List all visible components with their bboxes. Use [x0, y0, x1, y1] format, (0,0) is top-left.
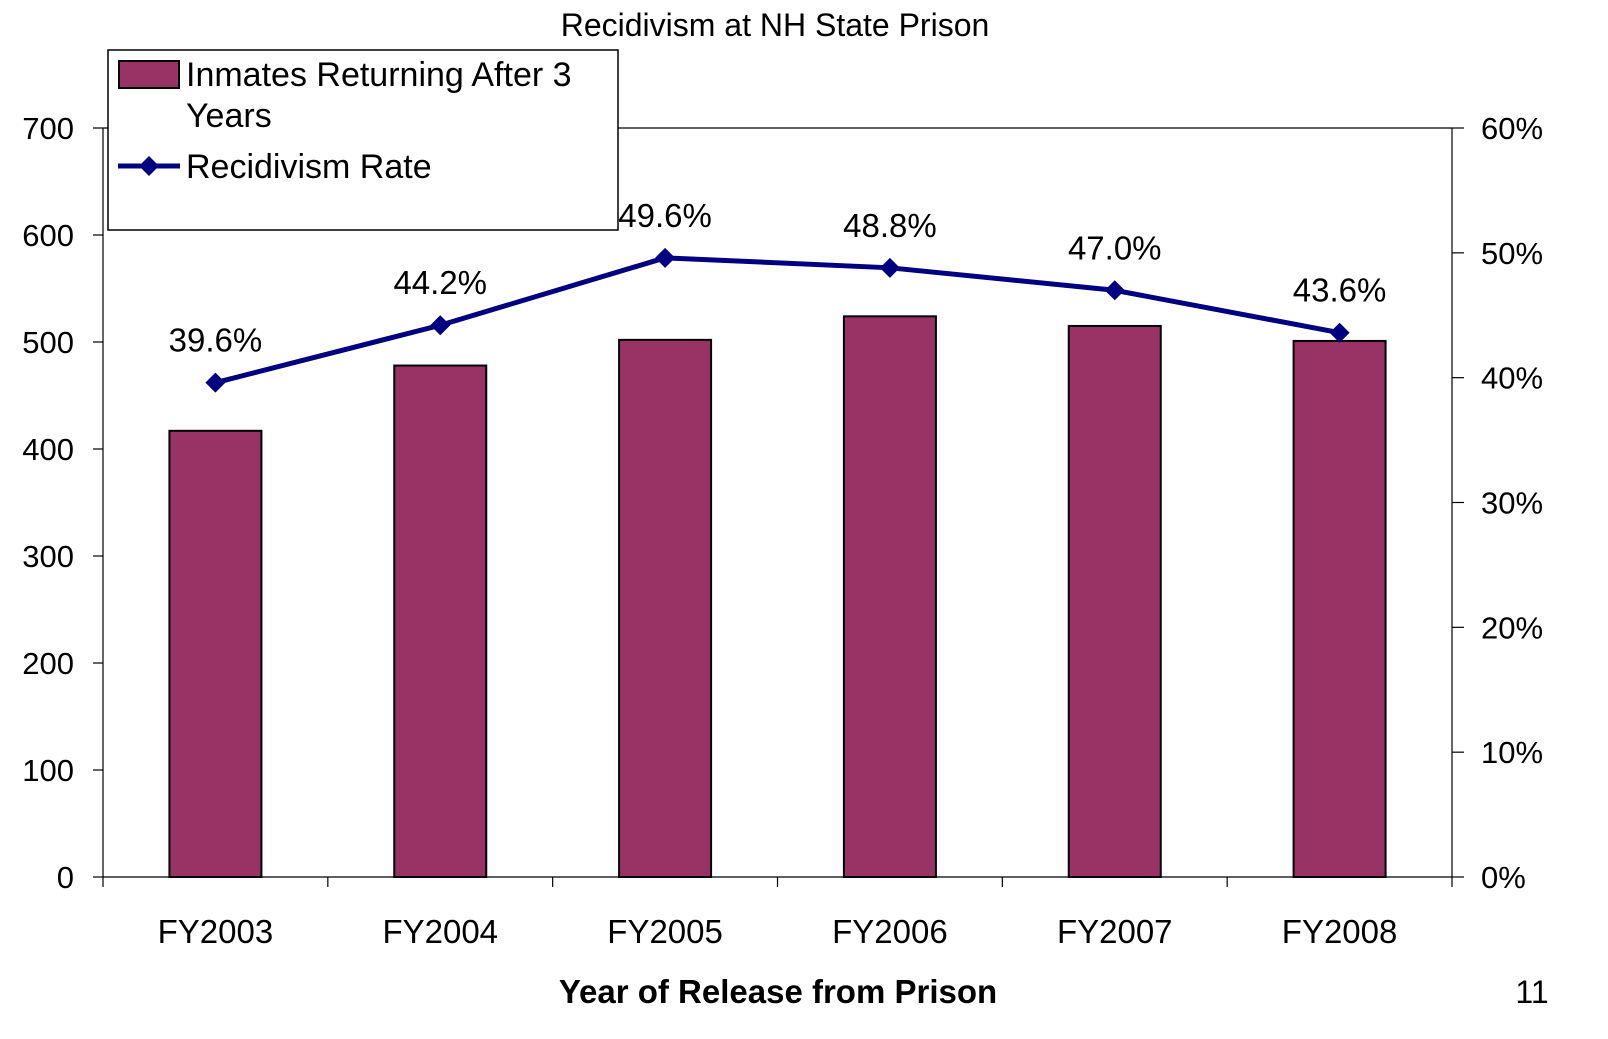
recidivism-line — [214, 255, 1341, 386]
line-marker — [205, 372, 226, 393]
bar-series — [168, 315, 1387, 878]
line-series — [205, 247, 1350, 393]
right-tick-label: 40% — [1481, 361, 1543, 396]
legend-bar-swatch — [118, 60, 180, 89]
left-tick-label: 600 — [22, 218, 74, 253]
line-marker — [879, 257, 900, 278]
left-y-axis: 0 100 200 300 400 500 600 700 — [22, 111, 103, 895]
x-category-label: FY2003 — [158, 913, 274, 950]
legend-bar-label-line1: Inmates Returning After 3 — [186, 56, 572, 94]
line-data-label: 44.2% — [393, 264, 487, 301]
x-category-label: FY2007 — [1057, 913, 1173, 950]
right-tick-label: 0% — [1481, 860, 1526, 895]
line-data-label: 43.6% — [1293, 272, 1387, 309]
left-tick-label: 500 — [22, 325, 74, 360]
line-data-label: 47.0% — [1068, 229, 1162, 266]
line-data-label: 39.6% — [169, 322, 263, 359]
x-category-label: FY2008 — [1282, 913, 1398, 950]
legend: Inmates Returning After 3 Years Recidivi… — [107, 49, 619, 231]
left-tick-label: 0 — [57, 860, 74, 895]
line-data-label: 48.8% — [843, 207, 937, 244]
left-tick-label: 700 — [22, 111, 74, 146]
x-category-label: FY2004 — [382, 913, 498, 950]
x-category-label: FY2006 — [832, 913, 948, 950]
line-marker — [430, 315, 451, 336]
right-tick-label: 30% — [1481, 486, 1543, 521]
right-tick-label: 10% — [1481, 735, 1543, 770]
legend-diamond-marker — [139, 156, 159, 176]
right-y-axis: 0% 10% 20% 30% 40% 50% 60% — [1452, 111, 1543, 895]
left-tick-label: 100 — [22, 753, 74, 788]
bar — [393, 364, 488, 878]
left-tick-label: 400 — [22, 432, 74, 467]
bar — [842, 315, 937, 878]
bar — [1292, 339, 1387, 878]
left-tick-label: 200 — [22, 646, 74, 681]
bar — [618, 338, 713, 878]
chart-title: Recidivism at NH State Prison — [561, 7, 990, 43]
line-marker — [1104, 280, 1125, 301]
bar — [1067, 324, 1162, 878]
right-tick-label: 20% — [1481, 610, 1543, 645]
line-marker — [1329, 322, 1350, 343]
x-category-label: FY2005 — [607, 913, 723, 950]
right-tick-label: 60% — [1481, 111, 1543, 146]
plot-frame — [102, 127, 1453, 878]
legend-bar-label-line2: Years — [186, 97, 272, 135]
right-tick-label: 50% — [1481, 236, 1543, 271]
line-data-label: 49.6% — [618, 197, 712, 234]
line-marker — [655, 247, 676, 268]
bar — [168, 429, 263, 878]
legend-line-label: Recidivism Rate — [186, 148, 432, 186]
legend-box — [107, 49, 619, 231]
left-tick-label: 300 — [22, 539, 74, 574]
page-number: 11 — [1515, 974, 1548, 1010]
data-labels: 39.6% 44.2% 49.6% 48.8% 47.0% 43.6% — [169, 197, 1387, 359]
x-axis: FY2003 FY2004 FY2005 FY2006 FY2007 FY2008 — [102, 877, 1453, 950]
x-axis-label: Year of Release from Prison — [559, 973, 997, 1010]
